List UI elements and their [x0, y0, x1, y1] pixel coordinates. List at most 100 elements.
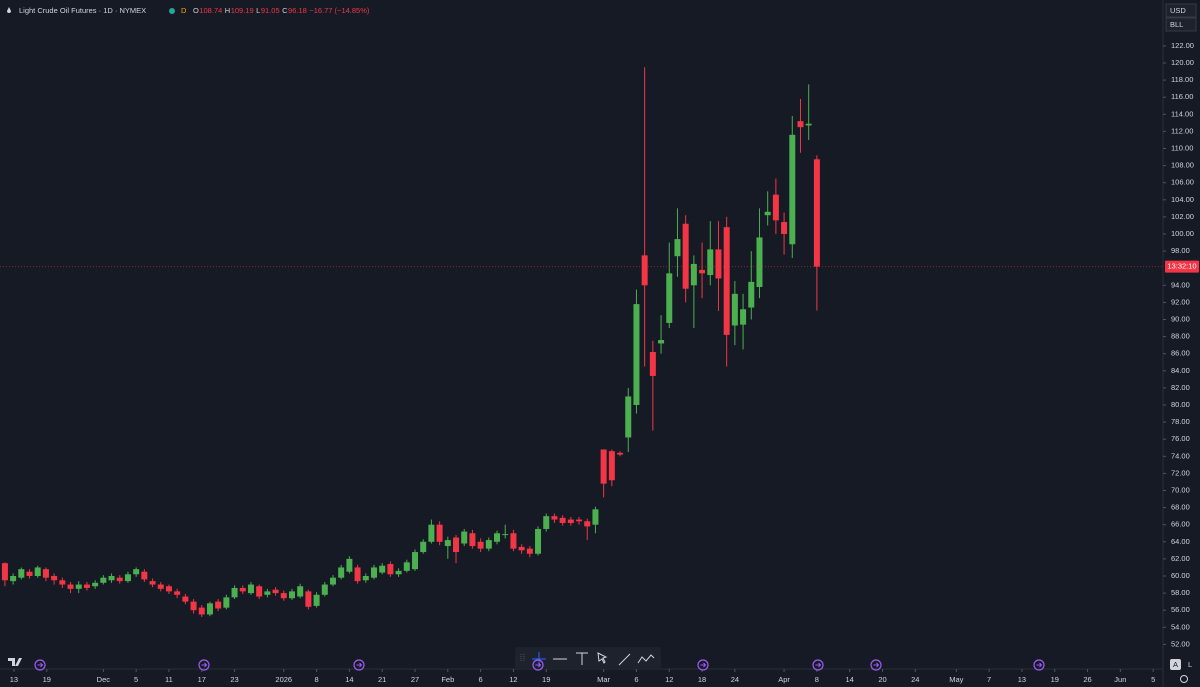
- candle-body: [239, 587, 246, 592]
- event-arrow: [873, 662, 880, 668]
- x-tick-label: 26: [1083, 675, 1091, 684]
- event-marker: [697, 659, 709, 671]
- candle-body: [444, 540, 451, 547]
- currency-button[interactable]: [1165, 3, 1197, 18]
- candle-body: [453, 537, 460, 553]
- candle-body: [789, 134, 796, 245]
- x-tick-label: 19: [43, 675, 51, 684]
- ohlc-key: C: [282, 6, 288, 15]
- x-tick-label: 13: [1018, 675, 1026, 684]
- ohlc-value: 91.05: [261, 6, 280, 15]
- candle-body: [280, 593, 287, 599]
- cursor-tool[interactable]: [597, 652, 608, 664]
- settings-button[interactable]: [1180, 675, 1188, 683]
- candle-body: [559, 517, 566, 523]
- candle-body: [658, 340, 665, 344]
- candle-body: [576, 519, 583, 522]
- y-tick-label: 76.00: [1171, 434, 1190, 443]
- unit-button[interactable]: [1165, 17, 1197, 32]
- candle-body: [535, 528, 542, 554]
- ohlc-key: H: [225, 6, 230, 15]
- axis-buttons: A L: [1170, 659, 1192, 683]
- candle-body: [461, 531, 468, 544]
- x-tick-label: 6: [634, 675, 638, 684]
- candle-body: [223, 597, 230, 608]
- candle-body: [329, 577, 336, 585]
- y-tick-label: 94.00: [1171, 280, 1190, 289]
- candle-body: [723, 227, 730, 335]
- x-tick-label: 20: [878, 675, 886, 684]
- ohlc-legend: O 108.74 H 109.19 L 91.05 C 96.18 −16.77 (−14.85…: [193, 6, 370, 15]
- candle-body: [231, 587, 238, 598]
- y-tick-label: 60.00: [1171, 571, 1190, 580]
- x-tick-label: 8: [815, 675, 819, 684]
- candle-body: [477, 541, 484, 549]
- trendline-tool[interactable]: [618, 653, 631, 666]
- candle-body: [10, 575, 17, 582]
- y-tick-label: 102.00: [1171, 212, 1194, 221]
- candle-body: [165, 586, 172, 592]
- text-tool[interactable]: [576, 652, 588, 665]
- candle-body: [387, 564, 394, 575]
- interval-badge: D: [181, 6, 187, 15]
- candle-body: [247, 584, 254, 594]
- y-tick-label: 114.00: [1171, 109, 1193, 118]
- ohlc-value: 108.74: [199, 6, 222, 15]
- candle-body: [157, 584, 164, 589]
- y-tick-label: 84.00: [1171, 366, 1190, 375]
- candle-body: [813, 159, 820, 267]
- auto-scale-button[interactable]: [1170, 659, 1181, 670]
- candle-body: [256, 586, 263, 597]
- y-tick-label: 116.00: [1171, 92, 1193, 101]
- candle-body: [354, 567, 361, 582]
- plot-area: [0, 45, 1166, 672]
- x-tick-label: 24: [731, 675, 739, 684]
- y-tick-label: 106.00: [1171, 178, 1194, 187]
- candle-body: [518, 546, 525, 551]
- candle-body: [502, 534, 509, 536]
- pattern-tool[interactable]: [637, 654, 655, 664]
- y-tick-label: 90.00: [1171, 314, 1190, 323]
- candle-body: [600, 449, 607, 484]
- candle-body: [67, 584, 74, 589]
- candle-body: [92, 582, 99, 587]
- ohlc-key: O: [193, 6, 199, 15]
- x-tick-label: Jun: [1114, 675, 1126, 684]
- candle-body: [116, 577, 123, 582]
- y-tick-label: 62.00: [1171, 554, 1190, 563]
- x-tick-label: 5: [134, 675, 138, 684]
- countdown: 13:32:10: [1167, 262, 1196, 271]
- countdown-box: [1165, 260, 1199, 273]
- y-tick-label: 64.00: [1171, 537, 1190, 546]
- candle-body: [420, 541, 427, 553]
- y-tick-label: 100.00: [1171, 229, 1194, 238]
- x-tick-label: Mar: [597, 675, 610, 684]
- ohlc-value: 96.18: [288, 6, 307, 15]
- y-tick-label: 56.00: [1171, 605, 1190, 614]
- candle-body: [641, 255, 648, 286]
- candle-body: [469, 533, 476, 547]
- candle-body: [690, 263, 697, 286]
- candle-body: [797, 121, 804, 128]
- x-tick-label: 18: [698, 675, 706, 684]
- candle-body: [198, 607, 205, 615]
- candle-body: [18, 569, 25, 578]
- event-arrow: [815, 662, 822, 668]
- x-tick-label: 12: [665, 675, 673, 684]
- event-marker: [870, 659, 882, 671]
- log-scale-label[interactable]: L: [1188, 660, 1192, 669]
- candle-body: [625, 396, 632, 438]
- scale-settings: USD BLL: [1165, 3, 1197, 32]
- event-marker: [532, 659, 544, 671]
- y-tick-label: 82.00: [1171, 383, 1190, 392]
- x-tick-label: 27: [411, 675, 419, 684]
- x-tick-label: Feb: [441, 675, 454, 684]
- x-tick-label: 8: [314, 675, 318, 684]
- candle-body: [42, 569, 49, 578]
- candle-body: [83, 584, 90, 588]
- candle-body: [124, 574, 131, 582]
- candle-body: [174, 591, 181, 595]
- x-tick-label: 24: [911, 675, 919, 684]
- x-tick-label: 14: [846, 675, 854, 684]
